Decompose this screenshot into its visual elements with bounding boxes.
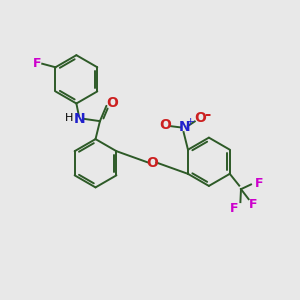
Text: O: O [159, 118, 171, 132]
Text: F: F [255, 177, 263, 190]
Text: +: + [185, 117, 195, 127]
Text: O: O [106, 97, 118, 110]
Text: F: F [33, 57, 41, 70]
Text: -: - [204, 107, 210, 122]
Text: N: N [179, 120, 190, 134]
Text: O: O [146, 155, 158, 170]
Text: O: O [195, 111, 207, 125]
Text: F: F [230, 202, 239, 215]
Text: N: N [74, 112, 86, 126]
Text: F: F [249, 198, 258, 211]
Text: H: H [65, 112, 74, 123]
